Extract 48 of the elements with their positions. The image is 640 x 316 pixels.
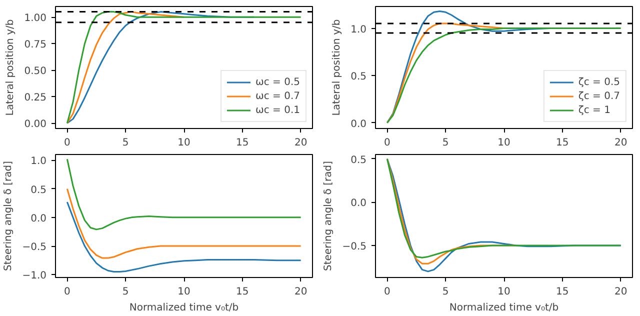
y-tick-label: 0.0 xyxy=(350,198,367,210)
y-tick-label: 0.0 xyxy=(30,213,47,224)
y-tick-label: 1.0 xyxy=(30,156,47,168)
y-tick-label: 0.5 xyxy=(350,154,367,166)
x-tick-label: 5 xyxy=(122,286,129,298)
y-tick-label: −0.5 xyxy=(22,242,47,254)
x-tick-label: 0 xyxy=(384,138,390,148)
x-tick-label: 0 xyxy=(64,138,70,148)
y-tick-label: −1.0 xyxy=(22,270,47,282)
x-tick-label: 15 xyxy=(236,138,249,148)
x-tick-label: 15 xyxy=(236,286,249,298)
x-tick-label: 5 xyxy=(122,138,129,148)
x-tick-label: 0 xyxy=(64,286,70,298)
x-tick-label: 10 xyxy=(178,286,190,298)
x-tick-label: 5 xyxy=(442,286,449,298)
y-tick-label: 0.50 xyxy=(24,66,46,78)
x-tick-label: 15 xyxy=(556,138,569,148)
x-axis-title: Normalized time v₀t/b xyxy=(129,302,239,314)
y-tick-label: 0.75 xyxy=(24,40,46,51)
y-tick-label: 0.5 xyxy=(350,72,367,83)
x-tick-label: 20 xyxy=(294,138,308,148)
x-tick-label: 20 xyxy=(294,286,308,298)
y-tick-label: 1.0 xyxy=(350,24,367,36)
y-tick-label: 0.00 xyxy=(24,119,46,130)
y-tick-label: 0.5 xyxy=(30,184,47,196)
y-tick-label: 1.00 xyxy=(24,13,46,24)
y-axis-title: Steering angle δ [rad] xyxy=(323,160,334,271)
x-axis-title: Normalized time v₀t/b xyxy=(449,302,559,314)
x-tick-label: 15 xyxy=(556,286,569,298)
legend-label: ωc = 0.7 xyxy=(255,90,300,102)
y-axis-title: Lateral position y/b xyxy=(332,19,343,116)
x-tick-label: 20 xyxy=(614,138,628,148)
x-tick-label: 20 xyxy=(614,286,628,298)
y-tick-label: 0.25 xyxy=(24,92,46,104)
legend-label: ωc = 0.1 xyxy=(255,104,300,116)
legend-label: ζc = 1 xyxy=(578,104,610,116)
legend-label: ωc = 0.5 xyxy=(255,76,300,88)
x-tick-label: 0 xyxy=(384,286,390,298)
x-tick-label: 10 xyxy=(498,286,510,298)
x-tick-label: 10 xyxy=(178,138,190,148)
y-axis-title: Steering angle δ [rad] xyxy=(3,160,14,271)
y-axis-title: Lateral position y/b xyxy=(5,19,16,116)
y-tick-label: 0.0 xyxy=(350,118,367,130)
legend-label: ζc = 0.7 xyxy=(578,90,620,102)
y-tick-label: −0.5 xyxy=(342,241,367,252)
x-tick-label: 5 xyxy=(442,138,449,148)
legend-label: ζc = 0.5 xyxy=(578,76,620,88)
x-tick-label: 10 xyxy=(498,138,510,148)
